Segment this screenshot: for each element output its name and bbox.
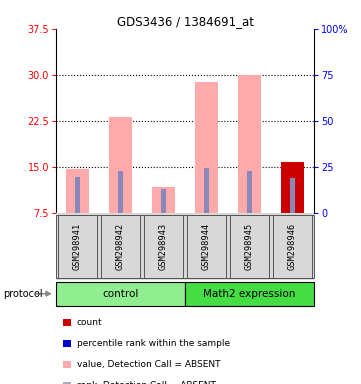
Text: GSM298944: GSM298944 [202,223,211,270]
Text: GSM298941: GSM298941 [73,223,82,270]
Bar [290,178,295,213]
Bar [161,189,166,213]
Bar [204,168,209,213]
Bar [238,75,261,213]
FancyBboxPatch shape [230,215,269,278]
Text: count: count [77,318,102,327]
FancyBboxPatch shape [56,282,185,306]
Text: GSM298942: GSM298942 [116,223,125,270]
FancyBboxPatch shape [185,282,314,306]
Bar [152,187,175,213]
Text: control: control [102,289,139,299]
Bar [281,162,304,213]
Bar [66,169,89,213]
Text: percentile rank within the sample: percentile rank within the sample [77,339,230,348]
Bar [75,177,80,213]
Title: GDS3436 / 1384691_at: GDS3436 / 1384691_at [117,15,253,28]
Text: GSM298943: GSM298943 [159,223,168,270]
FancyBboxPatch shape [144,215,183,278]
Text: GSM298946: GSM298946 [288,223,297,270]
Text: protocol: protocol [4,289,43,299]
Bar [195,82,218,213]
Text: value, Detection Call = ABSENT: value, Detection Call = ABSENT [77,360,220,369]
Text: GSM298945: GSM298945 [245,223,254,270]
FancyBboxPatch shape [58,215,97,278]
Text: rank, Detection Call = ABSENT: rank, Detection Call = ABSENT [77,381,216,384]
FancyBboxPatch shape [187,215,226,278]
Bar [281,162,304,213]
Bar [109,117,132,213]
Bar [247,171,252,213]
Text: Math2 expression: Math2 expression [203,289,296,299]
Bar [290,178,295,213]
Bar [118,171,123,213]
FancyBboxPatch shape [273,215,312,278]
FancyBboxPatch shape [101,215,140,278]
